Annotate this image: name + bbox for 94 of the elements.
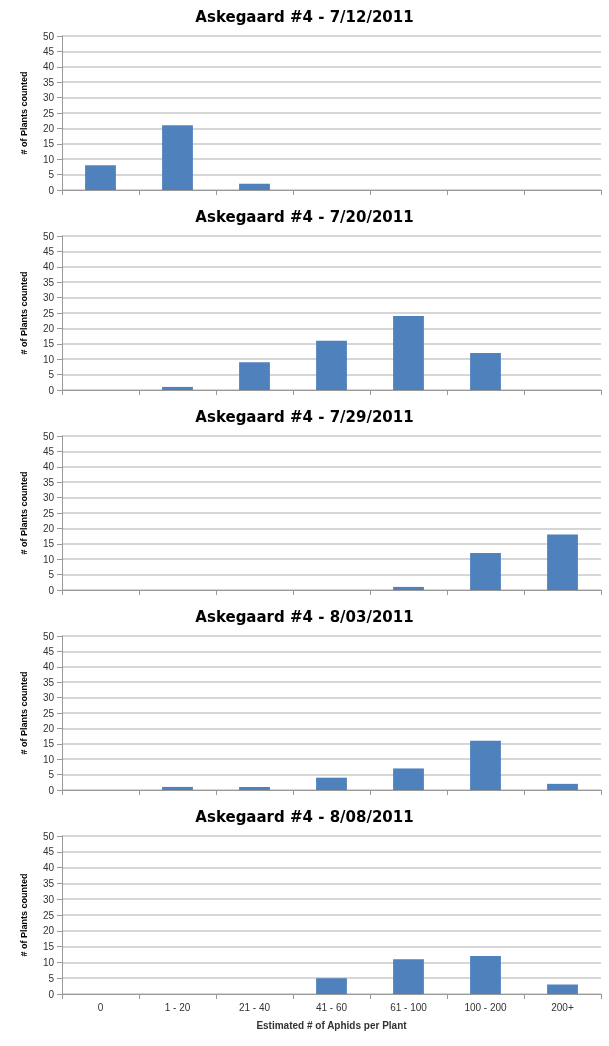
y-tick-label: 5	[48, 169, 55, 181]
y-axis-title: # of Plants counted	[18, 71, 29, 155]
y-tick-label: 15	[42, 138, 55, 150]
bar	[162, 786, 193, 790]
bar	[85, 165, 116, 190]
x-axis-title: Estimated # of Aphids per Plant	[256, 1019, 408, 1031]
y-tick-label: 35	[42, 76, 55, 88]
y-tick-label: 45	[42, 45, 55, 57]
chart-title: Askegaard #4 - 7/29/2011	[195, 407, 414, 426]
y-tick-label: 15	[42, 738, 55, 750]
bar	[162, 125, 193, 190]
y-tick-label: 30	[42, 893, 55, 905]
y-tick-label: 35	[42, 276, 55, 288]
x-tick-label: 200+	[551, 1001, 574, 1013]
y-tick-label: 25	[42, 507, 55, 519]
y-tick-label: 30	[42, 292, 55, 304]
y-tick-label: 30	[42, 92, 55, 104]
y-tick-label: 0	[48, 784, 55, 796]
bar	[239, 183, 270, 190]
y-tick-label: 40	[42, 261, 55, 273]
x-tick-label: 61 - 100	[390, 1001, 428, 1013]
bar	[547, 984, 578, 994]
y-tick-label: 20	[42, 722, 55, 734]
y-tick-label: 25	[42, 909, 55, 921]
bar	[393, 316, 424, 390]
y-axis-title: # of Plants counted	[18, 271, 29, 355]
bar	[470, 740, 501, 790]
y-tick-label: 45	[42, 846, 55, 858]
y-tick-label: 0	[48, 184, 55, 196]
y-tick-label: 50	[42, 630, 55, 642]
y-tick-label: 25	[42, 107, 55, 119]
bar	[316, 340, 347, 390]
bar	[316, 777, 347, 790]
y-tick-label: 0	[48, 384, 55, 396]
y-tick-label: 25	[42, 307, 55, 319]
x-tick-label: 0	[97, 1001, 104, 1013]
bar	[547, 534, 578, 590]
y-tick-label: 10	[42, 353, 55, 365]
bar	[316, 978, 347, 994]
chart-title: Askegaard #4 - 8/03/2011	[195, 607, 414, 626]
bar	[470, 956, 501, 994]
y-tick-label: 35	[42, 676, 55, 688]
bar	[239, 786, 270, 790]
y-tick-label: 20	[42, 522, 55, 534]
chart-title: Askegaard #4 - 7/12/2011	[195, 7, 414, 26]
y-tick-label: 25	[42, 707, 55, 719]
y-tick-label: 30	[42, 692, 55, 704]
y-axis-title: # of Plants counted	[18, 671, 29, 755]
bar	[393, 768, 424, 790]
y-tick-label: 35	[42, 877, 55, 889]
y-tick-label: 40	[42, 461, 55, 473]
y-tick-label: 5	[48, 369, 55, 381]
y-tick-label: 45	[42, 445, 55, 457]
bar	[162, 386, 193, 390]
y-tick-label: 50	[42, 830, 55, 842]
y-tick-label: 30	[42, 492, 55, 504]
x-tick-label: 41 - 60	[315, 1001, 348, 1013]
y-tick-label: 15	[42, 338, 55, 350]
y-tick-label: 40	[42, 862, 55, 874]
chart-title: Askegaard #4 - 8/08/2011	[195, 807, 414, 826]
bar	[470, 553, 501, 590]
y-axis-title: # of Plants counted	[18, 471, 29, 555]
y-axis-title: # of Plants counted	[18, 873, 29, 957]
y-tick-label: 5	[48, 569, 55, 581]
bar	[239, 362, 270, 390]
bar	[393, 959, 424, 994]
y-tick-label: 10	[42, 153, 55, 165]
y-tick-label: 10	[42, 553, 55, 565]
y-tick-label: 20	[42, 122, 55, 134]
x-tick-label: 1 - 20	[164, 1001, 191, 1013]
x-tick-label: 100 - 200	[464, 1001, 508, 1013]
y-tick-label: 40	[42, 661, 55, 673]
y-tick-label: 15	[42, 941, 55, 953]
bar	[470, 353, 501, 390]
y-tick-label: 50	[42, 30, 55, 42]
y-tick-label: 35	[42, 476, 55, 488]
x-tick-label: 21 - 40	[238, 1001, 271, 1013]
y-tick-label: 20	[42, 322, 55, 334]
y-tick-label: 0	[48, 584, 55, 596]
y-tick-label: 45	[42, 645, 55, 657]
y-tick-label: 50	[42, 430, 55, 442]
y-tick-label: 5	[48, 769, 55, 781]
y-tick-label: 40	[42, 61, 55, 73]
y-tick-label: 10	[42, 753, 55, 765]
y-tick-label: 5	[48, 972, 55, 984]
bar	[547, 783, 578, 790]
y-tick-label: 0	[48, 988, 55, 1000]
y-tick-label: 20	[42, 925, 55, 937]
chart-title: Askegaard #4 - 7/20/2011	[195, 207, 414, 226]
y-tick-label: 10	[42, 956, 55, 968]
y-tick-label: 45	[42, 245, 55, 257]
y-tick-label: 50	[42, 230, 55, 242]
y-tick-label: 15	[42, 538, 55, 550]
bar	[393, 586, 424, 590]
